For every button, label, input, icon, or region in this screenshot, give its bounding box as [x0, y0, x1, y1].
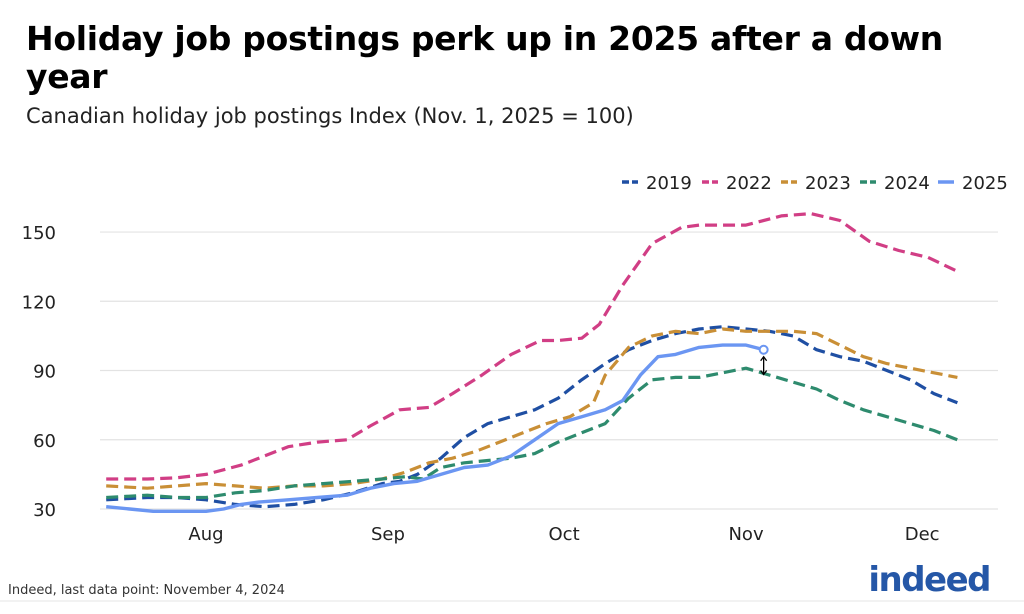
- y-tick-label: 120: [22, 292, 56, 313]
- x-tick-label: Nov: [728, 524, 763, 545]
- legend-label-2025: 2025: [962, 173, 1008, 194]
- legend-label-2022: 2022: [726, 173, 772, 194]
- legend-label-2024: 2024: [884, 173, 930, 194]
- y-tick-label: 90: [33, 362, 56, 383]
- y-tick-label: 30: [33, 500, 56, 521]
- legend-label-2023: 2023: [805, 173, 851, 194]
- series-line-2025: [106, 343, 765, 513]
- series-line-2023: [106, 327, 958, 490]
- series-line-2019: [106, 325, 958, 509]
- indeed-logo: indeed: [868, 560, 991, 600]
- footer-divider: [0, 600, 1024, 602]
- series-line-2024: [106, 366, 958, 500]
- last-point-marker: [758, 344, 769, 355]
- arrow-head-down: [760, 370, 768, 376]
- chart-subtitle: Canadian holiday job postings Index (Nov…: [26, 104, 634, 128]
- x-tick-label: Oct: [549, 524, 580, 545]
- source-note: Indeed, last data point: November 4, 202…: [8, 583, 285, 598]
- y-tick-label: 60: [33, 431, 56, 452]
- y-tick-label: 150: [22, 223, 56, 244]
- x-tick-label: Dec: [905, 524, 940, 545]
- x-tick-label: Sep: [371, 524, 405, 545]
- arrow-head-up: [760, 355, 768, 362]
- legend-label-2019: 2019: [646, 173, 692, 194]
- series-line-2022: [106, 212, 959, 481]
- x-tick-label: Aug: [188, 524, 223, 545]
- chart-title: Holiday job postings perk up in 2025 aft…: [26, 19, 943, 96]
